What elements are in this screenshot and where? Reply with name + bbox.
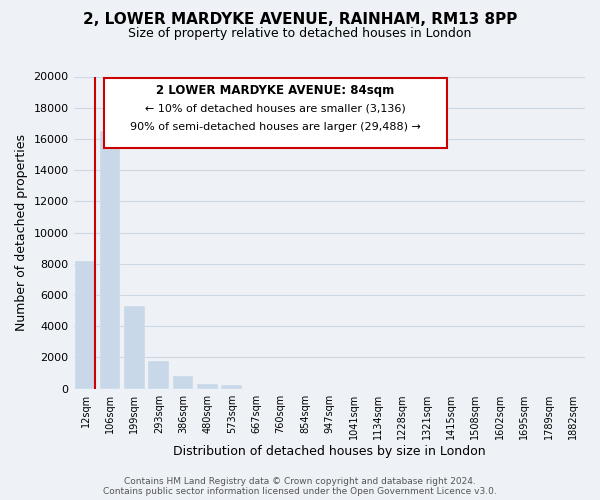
FancyBboxPatch shape [104, 78, 447, 148]
Y-axis label: Number of detached properties: Number of detached properties [15, 134, 28, 331]
Text: Contains HM Land Registry data © Crown copyright and database right 2024.: Contains HM Land Registry data © Crown c… [124, 477, 476, 486]
Bar [76, 260, 96, 388]
Text: 90% of semi-detached houses are larger (29,488) →: 90% of semi-detached houses are larger (… [130, 122, 421, 132]
Bar [148, 362, 169, 388]
Bar [221, 384, 242, 388]
Text: Size of property relative to detached houses in London: Size of property relative to detached ho… [128, 28, 472, 40]
Text: 2 LOWER MARDYKE AVENUE: 84sqm: 2 LOWER MARDYKE AVENUE: 84sqm [157, 84, 395, 98]
Bar [124, 306, 145, 388]
Text: ← 10% of detached houses are smaller (3,136): ← 10% of detached houses are smaller (3,… [145, 103, 406, 113]
X-axis label: Distribution of detached houses by size in London: Distribution of detached houses by size … [173, 444, 485, 458]
Text: Contains public sector information licensed under the Open Government Licence v3: Contains public sector information licen… [103, 487, 497, 496]
Bar [100, 131, 121, 388]
Bar [197, 384, 218, 388]
Bar [173, 376, 193, 388]
Text: 2, LOWER MARDYKE AVENUE, RAINHAM, RM13 8PP: 2, LOWER MARDYKE AVENUE, RAINHAM, RM13 8… [83, 12, 517, 28]
